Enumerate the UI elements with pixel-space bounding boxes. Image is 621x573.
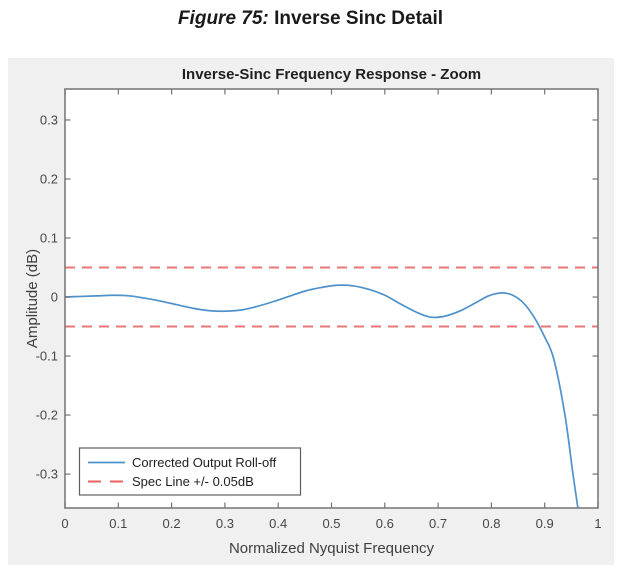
legend-label-roll-off: Corrected Output Roll-off <box>132 455 277 470</box>
plot-title: Inverse-Sinc Frequency Response - Zoom <box>182 66 481 83</box>
x-tick-label: 0.3 <box>216 516 234 531</box>
plot-canvas: 0 0.1 0.2 0.3 0.4 0.5 0.6 0.7 0.8 0.9 1 0.30.20.10… <box>24 66 602 557</box>
legend-box <box>78 447 302 496</box>
x-tick-label: 0.7 <box>429 516 447 531</box>
x-tick-label: 0 <box>61 516 68 531</box>
y-tick-label: -0.2 <box>36 408 58 423</box>
plot-area <box>65 89 598 508</box>
legend: Corrected Output Roll-off Spec Line +/- … <box>78 447 302 496</box>
x-tick-label: 0.9 <box>536 516 554 531</box>
y-tick-label: -0.3 <box>36 467 58 482</box>
y-axis-label: Amplitude (dB) <box>24 249 41 348</box>
y-tick-label: 0.1 <box>40 231 58 246</box>
response-curve-group <box>65 284 579 508</box>
x-tick-label: 0.1 <box>109 516 127 531</box>
legend-label-spec-line: Spec Line +/- 0.05dB <box>132 474 254 489</box>
y-tick-label: 0.3 <box>40 112 58 127</box>
x-tick-label: 0.5 <box>322 516 340 531</box>
x-tick-label: 0.2 <box>163 516 181 531</box>
x-axis-label: Normalized Nyquist Frequency <box>229 540 435 557</box>
y-tick-label: -0.1 <box>36 349 58 364</box>
x-tick-label: 1 <box>594 516 601 531</box>
x-tick-labels: 0 0.1 0.2 0.3 0.4 0.5 0.6 0.7 0.8 0.9 1 <box>61 516 601 531</box>
x-tick-label: 0.4 <box>269 516 287 531</box>
x-tick-label: 0.6 <box>376 516 394 531</box>
y-tick-label: 0 <box>51 290 58 305</box>
figure-caption: Figure 75: Inverse Sinc Detail <box>0 8 621 30</box>
y-tick-labels: 0.3 0.2 0.1 0 -0.1 -0.2 -0.3 <box>36 112 58 481</box>
y-tick-label: 0.2 <box>40 171 58 186</box>
spec-lines <box>65 266 598 328</box>
corrected-roll-off-curve <box>65 284 579 508</box>
figure-caption-title: Inverse Sinc Detail <box>274 8 444 29</box>
figure-caption-prefix: Figure 75: <box>177 8 269 29</box>
axis-ticks <box>64 89 599 508</box>
matlab-figure: 0 0.1 0.2 0.3 0.4 0.5 0.6 0.7 0.8 0.9 1 0.3 0.2 0.1 0… <box>8 58 614 565</box>
x-tick-label: 0.8 <box>482 516 500 531</box>
